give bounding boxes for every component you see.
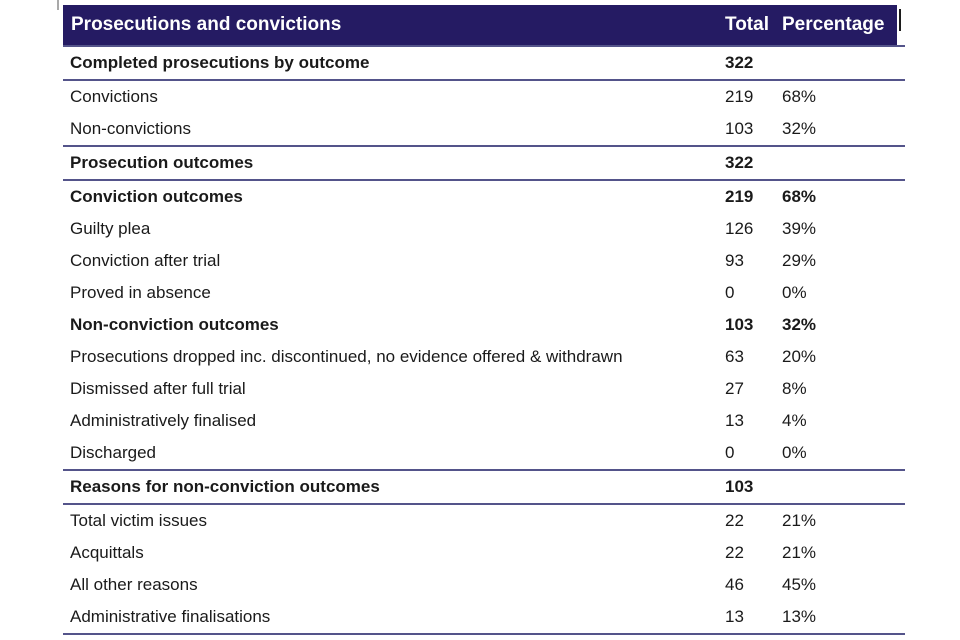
row-label: Completed prosecutions by outcome — [70, 53, 370, 72]
row-total-value: 46 — [725, 575, 744, 594]
row-label: Guilty plea — [70, 219, 151, 238]
table-row: Convictions 219 68% — [63, 81, 905, 113]
row-total-value: 22 — [725, 511, 744, 530]
row-total-value: 63 — [725, 347, 744, 366]
row-label: Proved in absence — [70, 283, 211, 302]
row-total-value: 27 — [725, 379, 744, 398]
row-total-value: 93 — [725, 251, 744, 270]
table-row: Completed prosecutions by outcome 322 — [63, 45, 905, 81]
row-percentage-value: 8% — [782, 379, 807, 398]
row-total-value: 0 — [725, 443, 735, 462]
table-row: Dismissed after full trial 27 8% — [63, 373, 905, 405]
row-label: Prosecution outcomes — [70, 153, 254, 172]
prosecutions-table: Prosecutions and convictions Total Perce… — [63, 5, 905, 635]
table-row: Total victim issues 22 21% — [63, 505, 905, 537]
row-label: Dismissed after full trial — [70, 379, 246, 398]
row-percentage-value: 45% — [782, 575, 817, 594]
row-label: Prosecutions dropped inc. discontinued, … — [70, 347, 623, 366]
row-percentage-value: 21% — [782, 511, 817, 530]
row-label: Total victim issues — [70, 511, 207, 530]
table-row: Prosecutions dropped inc. discontinued, … — [63, 341, 905, 373]
table-row: Reasons for non-conviction outcomes 103 — [63, 469, 905, 505]
row-label: Administrative finalisations — [70, 607, 271, 626]
row-percentage-value: 0% — [782, 443, 807, 462]
row-total-value: 0 — [725, 283, 735, 302]
row-label: Conviction outcomes — [70, 187, 243, 206]
row-label: All other reasons — [70, 575, 198, 594]
table-row: Discharged 0 0% — [63, 437, 905, 469]
row-label: Discharged — [70, 443, 156, 462]
row-label: Non-convictions — [70, 119, 191, 138]
row-percentage-value: 4% — [782, 411, 807, 430]
row-label: Acquittals — [70, 543, 144, 562]
row-percentage-value: 20% — [782, 347, 817, 366]
row-total-value: 126 — [725, 219, 754, 238]
table-row: Prosecution outcomes 322 — [63, 145, 905, 181]
table-row: Conviction outcomes 219 68% — [63, 181, 905, 213]
table-row: Conviction after trial 93 29% — [63, 245, 905, 277]
row-total-value: 219 — [725, 87, 754, 106]
row-total-value: 322 — [725, 153, 754, 172]
row-percentage-value: 13% — [782, 607, 817, 626]
row-label: Convictions — [70, 87, 158, 106]
row-total-value: 219 — [725, 187, 754, 206]
row-percentage-value: 68% — [782, 187, 817, 206]
row-total-value: 13 — [725, 411, 744, 430]
row-label: Conviction after trial — [70, 251, 221, 270]
row-total-value: 103 — [725, 315, 754, 334]
table-row: Acquittals 22 21% — [63, 537, 905, 569]
table-title: Prosecutions and convictions — [71, 14, 342, 35]
row-label: Administratively finalised — [70, 411, 257, 430]
row-label: Non-conviction outcomes — [70, 315, 279, 334]
row-total-value: 13 — [725, 607, 744, 626]
table-body: Completed prosecutions by outcome 322 Co… — [63, 45, 905, 635]
row-percentage-value: 0% — [782, 283, 807, 302]
table-header-row: Prosecutions and convictions Total Perce… — [63, 5, 897, 45]
row-total-value: 103 — [725, 119, 754, 138]
crop-artifact-left — [57, 0, 59, 10]
table-row: All other reasons 46 45% — [63, 569, 905, 601]
row-percentage-value: 29% — [782, 251, 817, 270]
row-total-value: 22 — [725, 543, 744, 562]
row-percentage-value: 68% — [782, 87, 817, 106]
table-row: Administrative finalisations 13 13% — [63, 601, 905, 633]
row-percentage-value: 21% — [782, 543, 817, 562]
table-row: Administratively finalised 13 4% — [63, 405, 905, 437]
crop-artifact-right — [899, 9, 901, 31]
table-row: Guilty plea 126 39% — [63, 213, 905, 245]
table-row: Non-conviction outcomes 103 32% — [63, 309, 905, 341]
row-total-value: 103 — [725, 477, 754, 496]
row-percentage-value: 32% — [782, 119, 817, 138]
column-header-percentage: Percentage — [782, 14, 885, 35]
row-percentage-value: 32% — [782, 315, 817, 334]
row-label: Reasons for non-conviction outcomes — [70, 477, 380, 496]
column-header-total: Total — [725, 14, 769, 35]
row-total-value: 322 — [725, 53, 754, 72]
table-row: Non-convictions 103 32% — [63, 113, 905, 145]
table-row: Proved in absence 0 0% — [63, 277, 905, 309]
row-percentage-value: 39% — [782, 219, 817, 238]
